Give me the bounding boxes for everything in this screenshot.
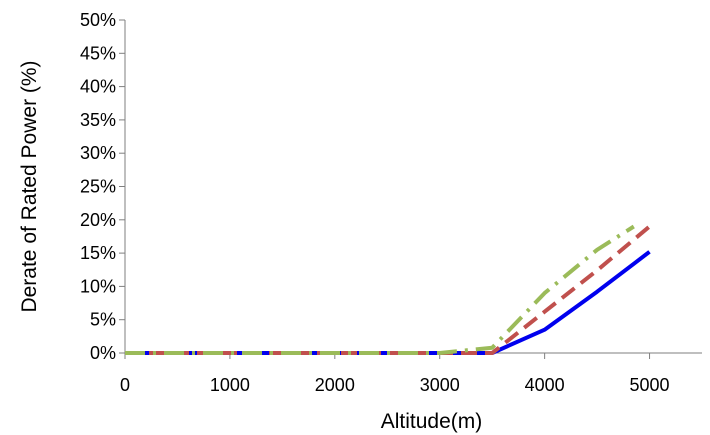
y-tick-label: 30% [80, 143, 116, 163]
y-tick-label: 15% [80, 243, 116, 263]
x-axis-title: Altitude(m) [381, 410, 483, 433]
y-tick-label: 20% [80, 210, 116, 230]
plot-area [125, 224, 651, 355]
x-tick-label: 0 [120, 375, 130, 395]
series-line-2 [125, 224, 651, 355]
y-tick-label: 45% [80, 43, 116, 63]
y-tick-label: 50% [80, 10, 116, 30]
x-tick-label: 1000 [210, 375, 250, 395]
y-tick-label: 5% [90, 310, 116, 330]
y-tick-label: 25% [80, 177, 116, 197]
y-axis: 0% 5% 10% 15% 20% 25% 30% 35% 40% 45% 50% [80, 10, 126, 363]
y-tick-label: 35% [80, 110, 116, 130]
x-tick-label: 4000 [525, 375, 565, 395]
x-tick-label: 2000 [315, 375, 355, 395]
series-line-3 [125, 224, 635, 355]
y-tick-label: 10% [80, 276, 116, 296]
y-tick-label: 0% [90, 343, 116, 363]
x-tick-label: 5000 [630, 375, 670, 395]
y-tick-label: 40% [80, 77, 116, 97]
y-axis-title: Derate of Rated Power (%) [18, 60, 41, 312]
series-line-1 [125, 250, 651, 355]
x-tick-label: 3000 [420, 375, 460, 395]
x-axis: 0 1000 2000 3000 4000 5000 [120, 352, 702, 395]
